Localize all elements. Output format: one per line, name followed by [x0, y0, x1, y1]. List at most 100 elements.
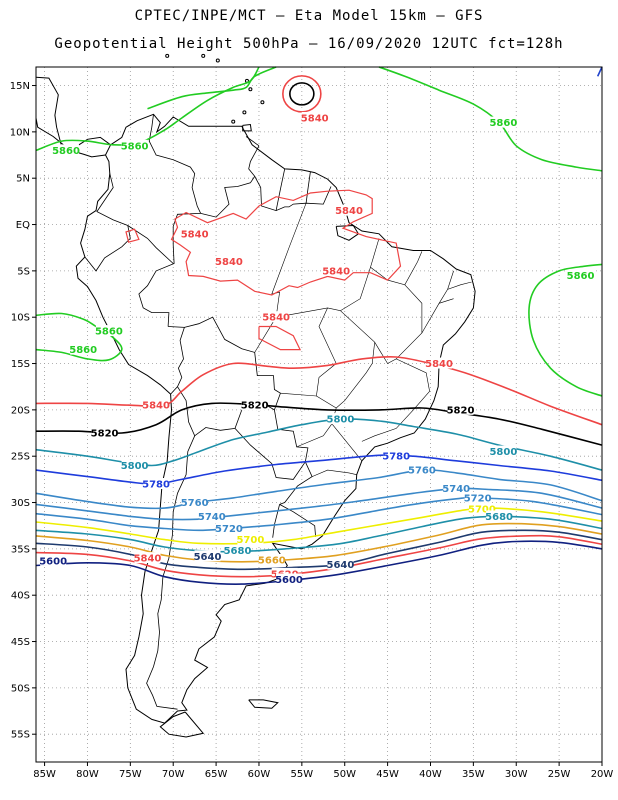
contour-label: 5680 [224, 546, 252, 557]
contour-label: 5600 [275, 575, 303, 586]
state-border [340, 298, 454, 364]
country-border [279, 461, 313, 505]
state-border [336, 342, 375, 409]
contour-label-bg [443, 482, 470, 494]
lat-tick-label: 50S [11, 683, 30, 694]
country-border [272, 504, 280, 538]
contour-label: 5740 [442, 484, 470, 495]
contour-label-bg [143, 478, 170, 489]
contour-label: 5860 [121, 141, 149, 152]
contour-5780 [35, 454, 603, 485]
contour-label: 5840 [181, 229, 209, 240]
contour-label-bg [237, 533, 264, 545]
contour-5660 [35, 522, 603, 563]
country-border [254, 176, 332, 212]
contour-label: 5760 [181, 498, 209, 509]
contour-label: 5840 [335, 206, 363, 217]
contour-label: 5780 [382, 452, 410, 463]
trinidad-coast [242, 123, 252, 132]
contour-label: 5860 [567, 271, 595, 282]
contour-label: 5860 [489, 118, 517, 129]
contour-5640 [35, 529, 603, 571]
country-border [127, 225, 174, 264]
marajo-island-coast [335, 224, 360, 241]
lat-tick-label: 40S [11, 591, 30, 602]
contour-5860-high [289, 82, 315, 106]
contour-label: 5840 [134, 554, 162, 565]
lat-tick-label: 15N [10, 81, 30, 92]
contour-label: 5800 [489, 447, 517, 458]
contour-label-bg [327, 558, 354, 570]
contour-5760 [35, 469, 603, 510]
lat-tick-label: 30S [11, 498, 30, 509]
lon-tick-label: 70W [162, 769, 185, 780]
contour-label-bg [408, 464, 435, 476]
lon-tick-label: 50W [333, 769, 356, 780]
country-border [138, 213, 201, 327]
contour-label: 5700 [468, 505, 496, 516]
contour-5600 [35, 540, 603, 585]
contour-label-bg [323, 264, 350, 276]
contour-5680 [35, 515, 603, 553]
contour-label: 5820 [241, 401, 269, 412]
lat-tick-label: 5N [16, 174, 30, 185]
contour-label: 5840 [425, 359, 453, 370]
contour-label-bg [567, 269, 594, 281]
contour-label-bg [181, 227, 208, 239]
contour-label-bg [275, 573, 302, 585]
lon-tick-label: 55W [291, 769, 314, 780]
continent-outline [35, 53, 476, 738]
country-border [245, 136, 260, 147]
lon-tick-label: 60W [248, 769, 271, 780]
contour-label: 5840 [322, 266, 350, 277]
contour-label: 5780 [142, 480, 170, 491]
contour-lines [35, 66, 603, 585]
contour-label-bg [198, 510, 225, 522]
contour-label: 5800 [327, 415, 355, 426]
country-border [168, 326, 185, 395]
country-border [279, 504, 316, 537]
contour-label: 5820 [91, 429, 119, 440]
country-border [274, 409, 309, 462]
state-border [447, 270, 454, 290]
lat-tick-label: 45S [11, 637, 30, 648]
lon-tick-label: 40W [419, 769, 442, 780]
map-subtitle: Geopotential Height 500hPa – 16/09/2020 … [54, 36, 564, 52]
contour-label-bg [301, 111, 328, 123]
contour-label-bg [263, 311, 290, 323]
contour-label: 5600 [39, 556, 67, 567]
lon-tick-label: 30W [505, 769, 528, 780]
contour-label: 5720 [215, 524, 243, 535]
lon-tick-label: 75W [119, 769, 142, 780]
contour-5820 [35, 402, 603, 446]
contour-label-bg [91, 427, 118, 439]
contour-label: 5700 [236, 535, 264, 546]
central-america-coast [35, 76, 111, 149]
contour-label-bg [121, 139, 148, 151]
contour-label: 5720 [464, 493, 492, 504]
tierra-del-fuego-coast [159, 711, 205, 738]
country-border [148, 114, 202, 214]
falklands-coast [248, 699, 279, 709]
map-title: CPTEC/INPE/MCT – Eta Model 15km – GFS [134, 8, 484, 24]
contour-label-bg [327, 413, 354, 425]
contour-5620 [35, 534, 603, 578]
lon-tick-label: 35W [462, 769, 485, 780]
state-border [316, 307, 363, 461]
island-dot [260, 100, 265, 105]
contour-5840-north [170, 189, 402, 296]
contour-5860 [147, 66, 277, 110]
contour-label-bg [95, 325, 122, 337]
lat-tick-label: 10N [10, 127, 30, 138]
state-border [254, 238, 380, 353]
lat-tick-label: 15S [11, 359, 30, 370]
contour-label-bg [486, 510, 513, 522]
contour-label: 5680 [485, 512, 513, 523]
axis-ticks: 15N 10N 5N EQ 5S 10S 15S 20S 25S 30S 35S 40S 45S 50S 5… [10, 81, 614, 780]
contour-label: 5840 [262, 313, 290, 324]
island-dot [215, 58, 220, 63]
island-dot [165, 53, 170, 58]
contour-label-bg [70, 343, 97, 355]
state-border [296, 423, 333, 448]
